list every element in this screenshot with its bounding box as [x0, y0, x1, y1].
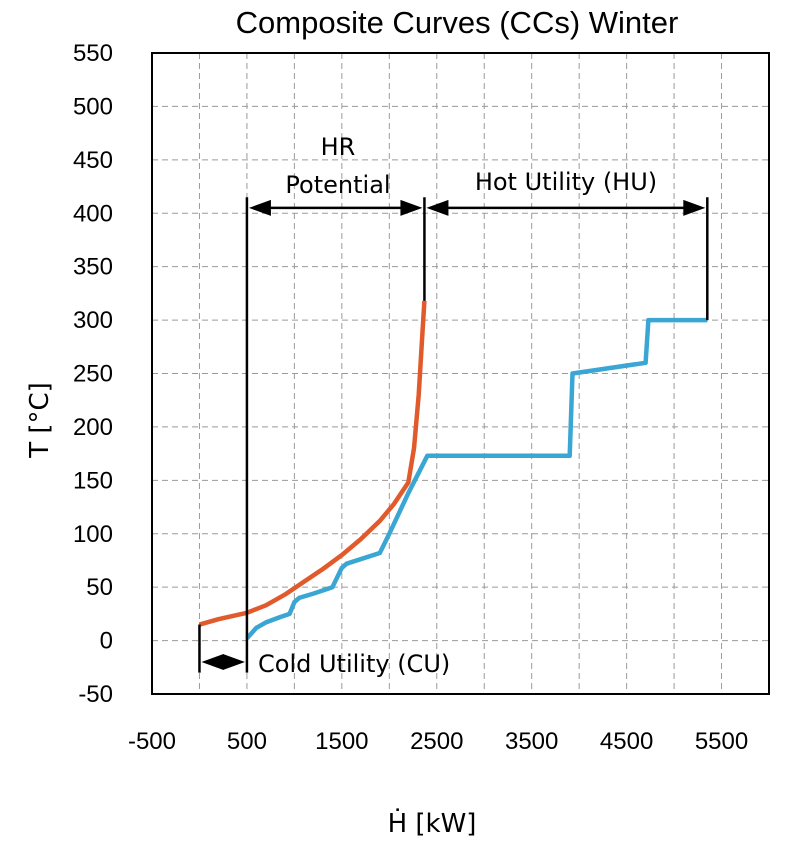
y-tick-label: 550: [73, 40, 113, 67]
annotation-markers: [198, 197, 709, 673]
x-tick-label: 4500: [600, 728, 653, 755]
hot-utility-label: Hot Utility (HU): [475, 168, 657, 196]
hr-potential-arrow-head-right: [400, 199, 423, 216]
y-tick-label: 250: [73, 361, 113, 388]
x-axis-tick-labels: -500 500 1500 2500 3500 4500 5500: [128, 728, 748, 755]
hot-utility-arrow-head-left: [426, 199, 449, 216]
y-tick-label: 450: [73, 147, 113, 174]
x-tick-label: 2500: [410, 728, 463, 755]
hot-utility-arrow-head-right: [683, 199, 706, 216]
y-tick-label: 0: [100, 628, 113, 655]
x-axis-label: Ḣ [kW]: [388, 807, 477, 839]
y-tick-label: 500: [73, 93, 113, 120]
hr-potential-label-line2: Potential: [285, 171, 390, 199]
hr-potential-label-line1: HR: [321, 133, 356, 161]
plot-frame: [151, 52, 770, 695]
y-tick-label: -50: [78, 681, 113, 708]
cold-utility-label: Cold Utility (CU): [258, 650, 450, 678]
cold-utility-arrow-head-right: [222, 653, 245, 670]
x-tick-label: 5500: [695, 728, 748, 755]
cold-utility-arrow: [201, 653, 245, 670]
y-tick-label: 350: [73, 254, 113, 281]
x-tick-label: -500: [128, 728, 176, 755]
y-tick-label: 50: [86, 574, 113, 601]
y-tick-label: 200: [73, 414, 113, 441]
hr-potential-arrow: [248, 199, 423, 216]
x-tick-label: 500: [227, 728, 267, 755]
y-tick-label: 400: [73, 200, 113, 227]
cold-composite-curve: [245, 317, 708, 640]
series-layer: [198, 300, 708, 640]
cold-utility-arrow-head-left: [201, 653, 224, 670]
x-tick-label: 3500: [505, 728, 558, 755]
y-axis-label: T [°C]: [25, 382, 55, 459]
y-tick-label: 100: [73, 521, 113, 548]
y-tick-label: 150: [73, 467, 113, 494]
hot-composite-curve: [198, 300, 427, 627]
x-tick-label: 1500: [315, 728, 368, 755]
grid-lines: [152, 53, 769, 694]
hr-potential-arrow-head-left: [248, 199, 271, 216]
chart-title: Composite Curves (CCs) Winter: [236, 5, 679, 40]
y-tick-label: 300: [73, 307, 113, 334]
hot-utility-arrow: [426, 199, 706, 216]
